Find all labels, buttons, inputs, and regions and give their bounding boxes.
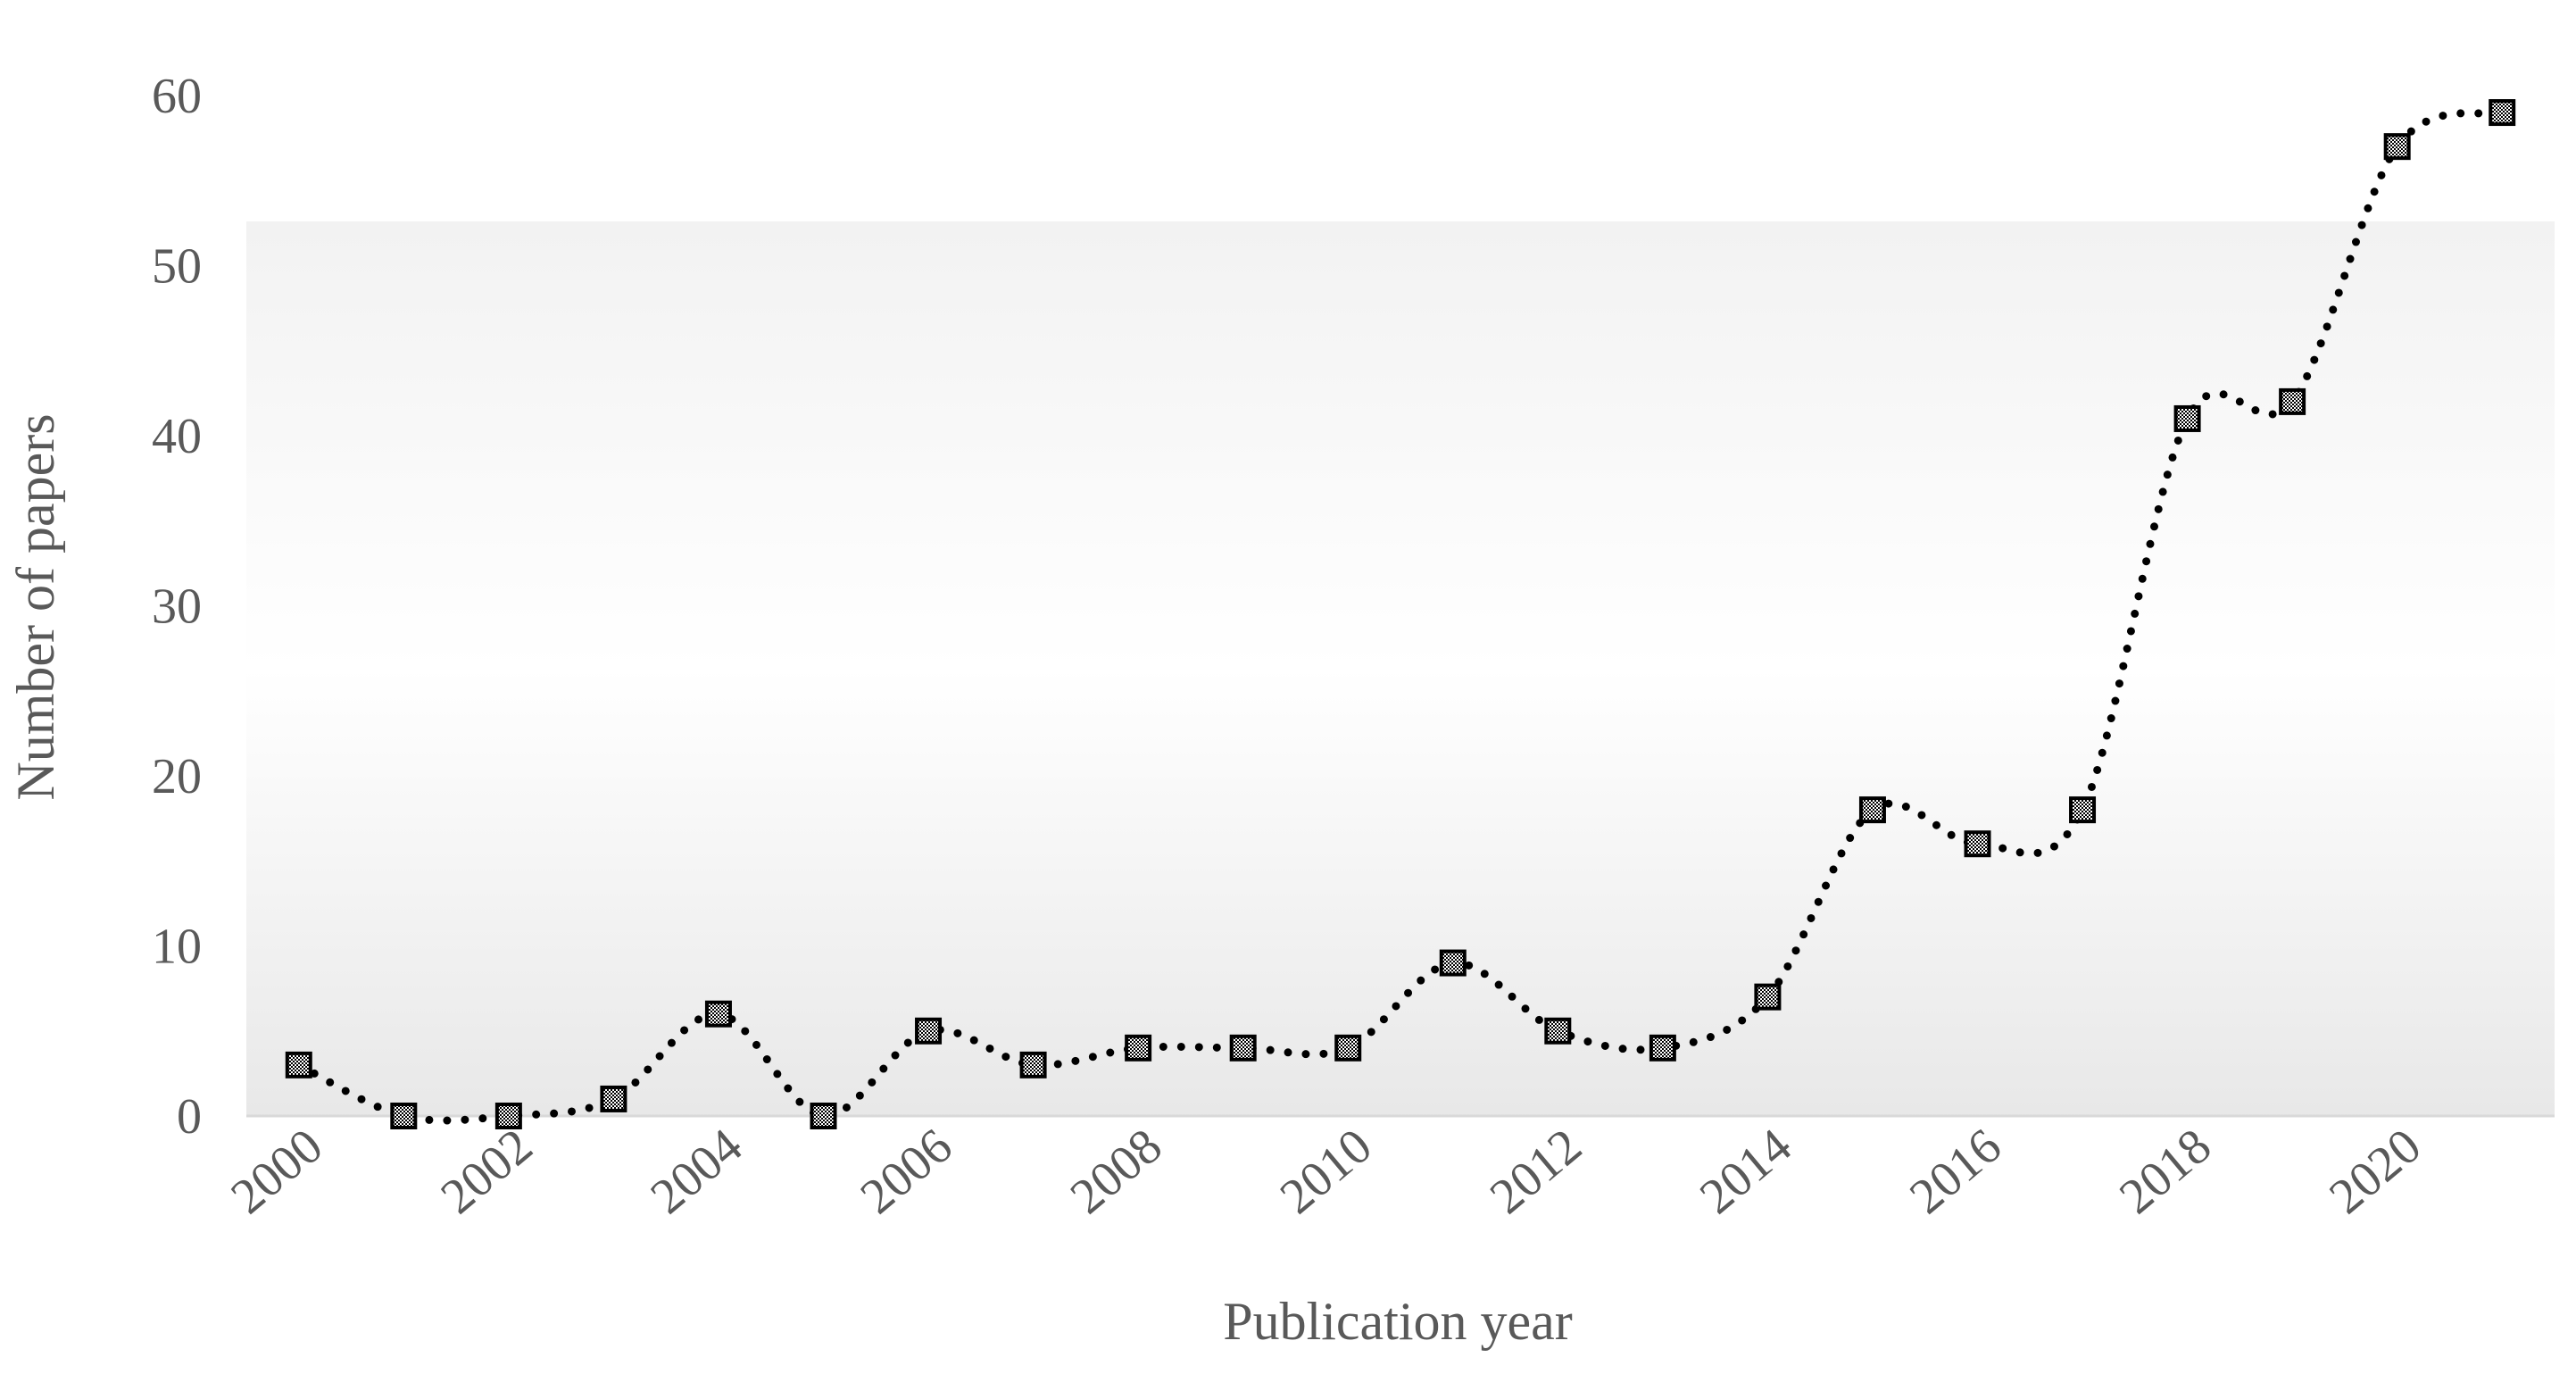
data-point [2069, 796, 2097, 824]
x-tick-label: 2010 [1270, 1118, 1383, 1224]
y-tick-label: 60 [152, 69, 202, 124]
data-point [1858, 796, 1886, 824]
data-point [1544, 1017, 1572, 1045]
data-point [2173, 404, 2201, 432]
x-tick-label: 2020 [2319, 1118, 2431, 1224]
x-tick-label: 2016 [1899, 1118, 2012, 1224]
data-point [810, 1103, 837, 1129]
x-tick-label: 2018 [2109, 1118, 2222, 1224]
plot-background [246, 221, 2555, 1116]
x-tick-label: 2014 [1690, 1118, 1802, 1224]
data-point [494, 1103, 522, 1129]
y-tick-label: 0 [177, 1089, 202, 1145]
x-tick-label: 2012 [1480, 1118, 1592, 1224]
x-tick-label: 2008 [1060, 1118, 1173, 1224]
x-axis-title: Publication year [1223, 1292, 1573, 1351]
data-point [1964, 830, 1991, 858]
x-tick-label: 2000 [220, 1118, 333, 1224]
y-tick-label: 50 [152, 239, 202, 295]
data-point [1754, 983, 1782, 1011]
data-point [1649, 1034, 1676, 1062]
data-point [1125, 1034, 1152, 1062]
y-tick-label: 10 [152, 920, 202, 975]
data-point [2279, 387, 2306, 415]
data-point [285, 1051, 312, 1078]
data-point [1229, 1034, 1257, 1062]
y-tick-label: 20 [152, 749, 202, 804]
data-point [1019, 1051, 1047, 1078]
y-tick-label: 40 [152, 409, 202, 464]
data-point [600, 1085, 627, 1112]
x-tick-label: 2006 [851, 1118, 963, 1224]
data-point [390, 1103, 418, 1129]
x-tick-label: 2004 [641, 1118, 753, 1224]
data-point [915, 1017, 943, 1045]
data-point [1334, 1034, 1362, 1062]
data-point [704, 1000, 732, 1028]
data-point [1439, 949, 1467, 977]
x-tick-label: 2002 [431, 1118, 544, 1224]
data-point [2489, 99, 2516, 127]
data-point [2383, 133, 2411, 161]
y-axis-title: Number of papers [6, 413, 65, 800]
y-tick-label: 30 [152, 579, 202, 635]
